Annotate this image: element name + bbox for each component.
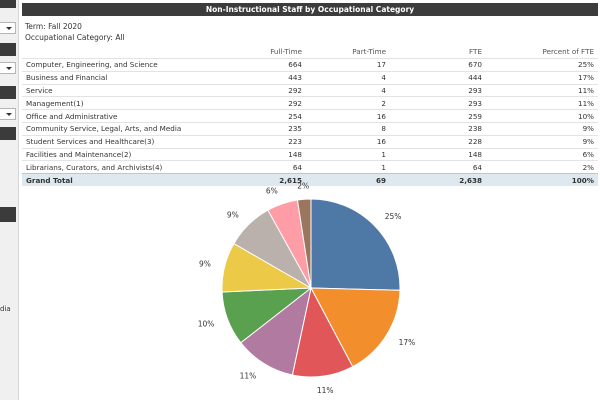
value-cell: 2% bbox=[486, 160, 598, 174]
category-cell: Facilities and Maintenance(2) bbox=[22, 147, 222, 161]
pie-slice-label: 10% bbox=[198, 320, 215, 329]
column-header: Full-Time bbox=[270, 46, 302, 56]
pie-slice-label: 6% bbox=[266, 187, 278, 196]
value-cell: 6% bbox=[486, 147, 598, 161]
value-cell: 223 bbox=[222, 134, 306, 149]
value-cell: 9% bbox=[486, 121, 598, 136]
pie-slice-label: 25% bbox=[385, 212, 402, 221]
table-row: Office and Administrative 254 16 259 10% bbox=[22, 109, 598, 123]
filter-dropdown-3[interactable] bbox=[0, 108, 16, 120]
value-cell: 10% bbox=[486, 109, 598, 123]
table-row: Librarians, Curators, and Archivists(4) 6… bbox=[22, 160, 598, 174]
filter-header-2 bbox=[0, 43, 16, 56]
value-cell: 148 bbox=[390, 147, 486, 161]
value-cell: 670 bbox=[390, 58, 486, 72]
value-cell: 443 bbox=[222, 70, 306, 85]
table-row: Service 292 4 293 11% bbox=[22, 83, 598, 97]
value-cell: 235 bbox=[222, 121, 306, 136]
value-cell: 2 bbox=[306, 96, 390, 110]
filter-header-5 bbox=[0, 207, 16, 222]
column-header bbox=[22, 44, 222, 59]
pie-slice-label: 17% bbox=[399, 338, 416, 347]
pie-slice-label: 11% bbox=[317, 386, 334, 395]
term-label: Term: Fall 2020 bbox=[25, 22, 82, 31]
filter-dropdown-1[interactable] bbox=[0, 22, 16, 34]
value-cell: 293 bbox=[390, 96, 486, 110]
column-header: FTE bbox=[469, 46, 482, 56]
value-cell: 9% bbox=[486, 134, 598, 149]
category-cell: Service bbox=[22, 83, 222, 97]
staff-table: Full-Time Part-Time FTE Percent of FTE Comp… bbox=[22, 44, 598, 187]
value-cell: 664 bbox=[222, 58, 306, 72]
value-cell: 228 bbox=[390, 134, 486, 149]
value-cell: 8 bbox=[306, 121, 390, 136]
table-row: Computer, Engineering, and Science 664 17 6… bbox=[22, 58, 598, 72]
table-header-row: Full-Time Part-Time FTE Percent of FTE bbox=[22, 44, 598, 59]
pie-slice-label: 9% bbox=[227, 211, 239, 220]
value-cell: 17% bbox=[486, 70, 598, 85]
value-cell: 254 bbox=[222, 109, 306, 123]
value-cell: 238 bbox=[390, 121, 486, 136]
filter-header-3 bbox=[0, 86, 16, 99]
table-row: Community Service, Legal, Arts, and Medi… bbox=[22, 121, 598, 136]
pie-slice-label: 11% bbox=[240, 371, 257, 380]
value-cell: 64 bbox=[390, 160, 486, 174]
pie-slice-label: 9% bbox=[199, 260, 211, 269]
category-cell: Librarians, Curators, and Archivists(4) bbox=[22, 160, 222, 174]
pie-slice[interactable] bbox=[296, 198, 312, 289]
pie-slice[interactable] bbox=[310, 198, 401, 291]
value-cell: 64 bbox=[222, 160, 306, 174]
value-cell: 259 bbox=[390, 109, 486, 123]
value-cell: 16 bbox=[306, 109, 390, 123]
category-filter-label: Occupational Category: All bbox=[25, 33, 125, 42]
value-cell: 17 bbox=[306, 58, 390, 72]
value-cell: 25% bbox=[486, 58, 598, 72]
filter-dropdown-2[interactable] bbox=[0, 62, 16, 74]
category-cell: Computer, Engineering, and Science bbox=[22, 58, 222, 72]
column-header: Percent of FTE bbox=[542, 46, 594, 56]
total-label-cell: Grand Total bbox=[22, 173, 222, 187]
value-cell: 16 bbox=[306, 134, 390, 149]
report-title: Non-Instructional Staff by Occupational … bbox=[22, 3, 598, 16]
table-row: Business and Financial 443 4 444 17% bbox=[22, 70, 598, 85]
value-cell: 292 bbox=[222, 96, 306, 110]
grand-total-row: Grand Total 2,615 69 2,638 100% bbox=[22, 173, 598, 187]
left-filter-panel: dia bbox=[0, 0, 19, 400]
table-row: Student Services and Healthcare(3) 223 16 2… bbox=[22, 134, 598, 149]
category-cell: Management(1) bbox=[22, 96, 222, 110]
value-cell: 1 bbox=[306, 147, 390, 161]
pie-slice-label: 2% bbox=[297, 181, 309, 190]
fte-pie-chart: 25% 17% 11% 11% 10% 9% 9% 6% 2% bbox=[198, 181, 416, 395]
value-cell: 293 bbox=[390, 83, 486, 97]
total-value-cell: 2,638 bbox=[390, 173, 486, 187]
pie-slice[interactable] bbox=[310, 287, 401, 368]
value-cell: 444 bbox=[390, 70, 486, 85]
report-area: Non-Instructional Staff by Occupational … bbox=[22, 0, 598, 400]
value-cell: 4 bbox=[306, 83, 390, 97]
category-cell: Office and Administrative bbox=[22, 109, 222, 123]
filter-header-4 bbox=[0, 127, 16, 140]
value-cell: 11% bbox=[486, 96, 598, 110]
column-header: Part-Time bbox=[352, 46, 386, 56]
table-row: Management(1) 292 2 293 11% bbox=[22, 96, 598, 110]
sidebar-partial-text: dia bbox=[0, 305, 11, 313]
total-value-cell: 69 bbox=[306, 173, 390, 187]
value-cell: 1 bbox=[306, 160, 390, 174]
value-cell: 148 bbox=[222, 147, 306, 161]
total-value-cell: 2,615 bbox=[222, 173, 306, 187]
category-cell: Business and Financial bbox=[22, 70, 222, 85]
table-row: Facilities and Maintenance(2) 148 1 148 6% bbox=[22, 147, 598, 161]
category-cell: Community Service, Legal, Arts, and Medi… bbox=[22, 121, 222, 136]
total-value-cell: 100% bbox=[486, 173, 598, 187]
filter-header-1 bbox=[0, 0, 16, 8]
value-cell: 11% bbox=[486, 83, 598, 97]
value-cell: 4 bbox=[306, 70, 390, 85]
value-cell: 292 bbox=[222, 83, 306, 97]
category-cell: Student Services and Healthcare(3) bbox=[22, 134, 222, 149]
